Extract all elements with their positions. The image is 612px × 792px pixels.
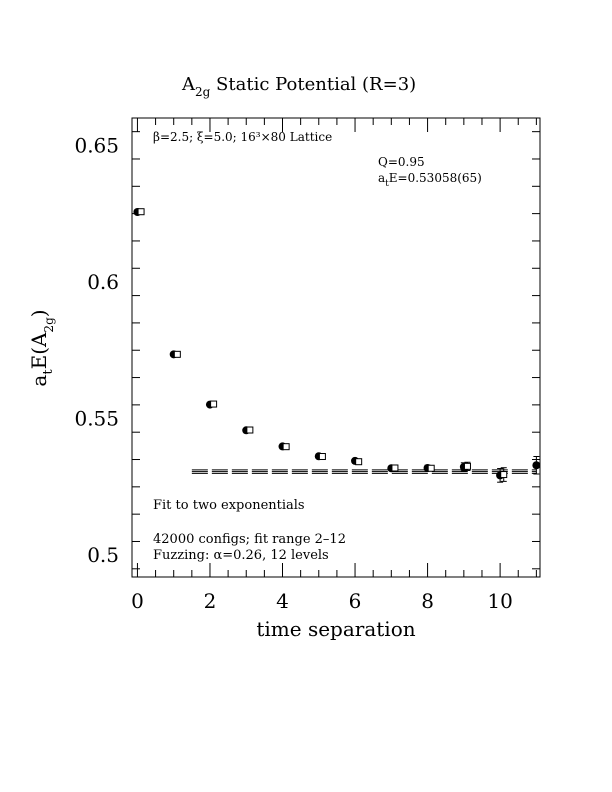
chart-title: A2g Static Potential (R=3)	[181, 74, 416, 99]
data-point-square	[391, 464, 399, 472]
data-point-square	[173, 350, 181, 358]
plot-frame	[131, 117, 541, 578]
x-tick-label: 10	[487, 589, 512, 613]
lattice-annotation: β=2.5; ξ=5.0; 16³×80 Lattice	[153, 130, 332, 144]
fuzzing-annotation: Fuzzing: α=0.26, 12 levels	[153, 548, 329, 563]
x-tick-label: 6	[349, 589, 362, 613]
data-point-square	[318, 453, 326, 461]
configs-annotation: 42000 configs; fit range 2–12	[153, 532, 346, 547]
energy-annotation: atE=0.53058(65)	[378, 171, 482, 189]
data-point-square	[137, 208, 145, 216]
y-tick-label: 0.5	[87, 543, 119, 567]
x-tick-label: 0	[131, 589, 144, 613]
data-point-square	[210, 400, 218, 408]
x-tick-label: 4	[276, 589, 289, 613]
fit-type-annotation: Fit to two exponentials	[153, 498, 305, 513]
y-axis-label: atE(A2g)	[27, 309, 56, 386]
axis-ticks	[132, 118, 540, 577]
q-annotation: Q=0.95	[378, 155, 425, 169]
x-tick-label: 2	[204, 589, 217, 613]
x-tick-label: 8	[421, 589, 434, 613]
y-tick-label: 0.65	[74, 133, 119, 157]
fit-band	[191, 469, 537, 474]
y-tick-label: 0.55	[74, 407, 119, 431]
x-axis-label: time separation	[256, 617, 415, 641]
data-point-square	[463, 462, 471, 470]
data-point-circle	[532, 461, 541, 470]
axis-tick-labels: 0 2 4 6 8 10 0.5 0.55 0.6 0.65	[74, 133, 512, 613]
data-points	[133, 207, 541, 483]
data-point-square	[427, 464, 435, 472]
data-point-square	[246, 426, 254, 434]
data-point-square	[282, 443, 290, 451]
data-point-square	[355, 458, 363, 466]
data-point-square	[500, 471, 508, 479]
y-tick-label: 0.6	[87, 270, 119, 294]
